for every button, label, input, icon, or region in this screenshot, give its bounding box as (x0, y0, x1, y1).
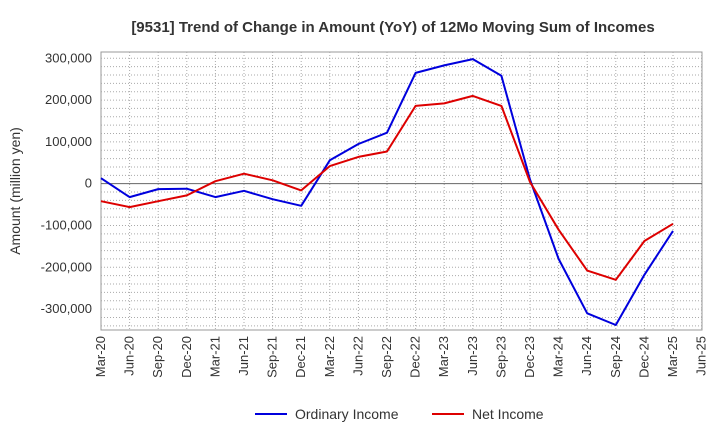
x-tick-label: Sep-24 (608, 336, 623, 378)
y-tick-label: 100,000 (45, 134, 92, 149)
y-tick-label: 300,000 (45, 50, 92, 65)
series-layer (100, 58, 674, 326)
y-tick-label: 0 (85, 176, 92, 191)
x-tick-label: Sep-20 (150, 336, 165, 378)
x-tick-label: Dec-21 (293, 336, 308, 378)
x-tick-label: Jun-22 (350, 336, 365, 376)
x-tick-label: Mar-24 (551, 336, 566, 377)
x-tick-label: Dec-20 (179, 336, 194, 378)
y-tick-label: -100,000 (41, 217, 92, 232)
y-tick-label: -300,000 (41, 301, 92, 316)
legend-label-1: Net Income (472, 406, 544, 422)
x-tick-label: Mar-21 (207, 336, 222, 377)
x-tick-label: Jun-23 (465, 336, 480, 376)
x-tick-labels: Mar-20 Jun-20 Sep-20 Dec-20 Mar-21 Jun-21 Sep-… (93, 336, 709, 378)
grid-layer (101, 52, 703, 330)
x-tick-label: Mar-23 (436, 336, 451, 377)
x-tick-label: Jun-24 (579, 336, 594, 376)
x-tick-label: Mar-25 (665, 336, 680, 377)
legend-label-0: Ordinary Income (295, 406, 399, 422)
x-tick-label: Mar-20 (93, 336, 108, 377)
x-tick-label: Mar-22 (322, 336, 337, 377)
chart-title: [9531] Trend of Change in Amount (YoY) o… (131, 19, 654, 36)
y-tick-label: -200,000 (41, 259, 92, 274)
x-tick-label: Sep-22 (379, 336, 394, 378)
x-tick-label: Dec-24 (636, 336, 651, 378)
y-axis-label: Amount (million yen) (7, 127, 23, 255)
x-tick-label: Dec-22 (408, 336, 423, 378)
x-tick-label: Jun-25 (694, 336, 709, 376)
y-tick-labels: 300,000 200,000 100,000 0 -100,000 -200,000 -3… (41, 50, 92, 316)
x-tick-label: Jun-21 (236, 336, 251, 376)
x-tick-label: Dec-23 (522, 336, 537, 378)
x-tick-label: Sep-21 (265, 336, 280, 378)
series-line-1 (100, 94, 674, 281)
x-tick-label: Sep-23 (493, 336, 508, 378)
x-tick-label: Jun-20 (122, 336, 137, 376)
legend: Ordinary Income Net Income (255, 406, 544, 422)
y-tick-label: 200,000 (45, 92, 92, 107)
